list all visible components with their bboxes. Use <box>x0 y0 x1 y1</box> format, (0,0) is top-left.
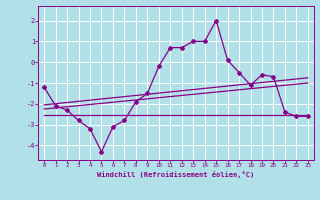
X-axis label: Windchill (Refroidissement éolien,°C): Windchill (Refroidissement éolien,°C) <box>97 171 255 178</box>
